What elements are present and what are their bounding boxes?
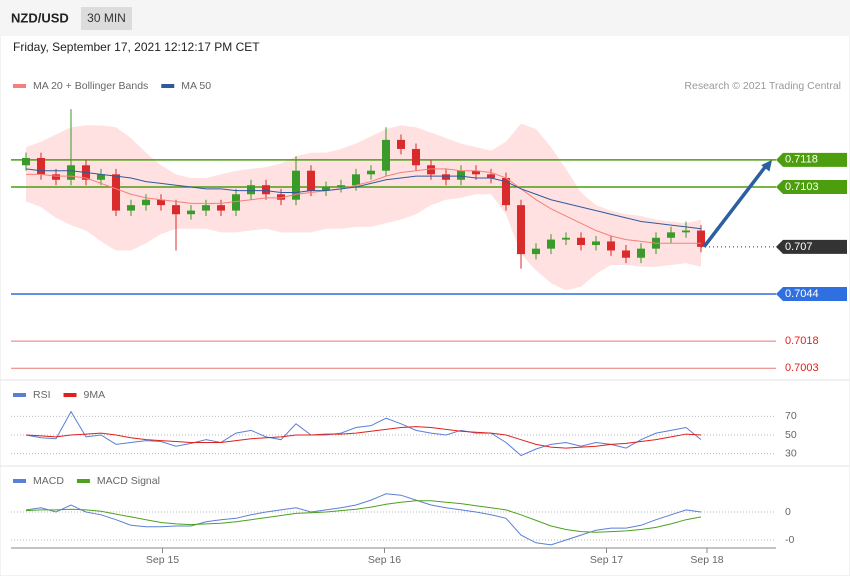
candle-body xyxy=(67,165,75,180)
level-label: 0.7044 xyxy=(785,288,819,300)
candle-body xyxy=(502,177,510,206)
interval[interactable]: 30 MIN xyxy=(87,11,126,25)
candle-body xyxy=(322,187,330,191)
series-line xyxy=(25,493,702,546)
candle-body xyxy=(112,174,120,211)
candle-body xyxy=(397,139,405,149)
symbol: NZD/USD xyxy=(11,10,69,25)
header-bar xyxy=(0,0,850,36)
candle-body xyxy=(697,230,705,247)
candle-body xyxy=(262,185,270,195)
series-line xyxy=(25,410,702,457)
y-tick-label: 30 xyxy=(785,447,797,459)
candle-body xyxy=(217,205,225,211)
legend-label: 9MA xyxy=(84,389,106,401)
candle-body xyxy=(442,174,450,180)
series-line xyxy=(25,168,702,230)
legend-swatch xyxy=(63,393,77,397)
level-tag xyxy=(776,152,847,167)
candle-body xyxy=(367,170,375,175)
candle-body xyxy=(667,232,675,238)
x-tick-label: Sep 16 xyxy=(368,554,401,566)
level-label: 0.7103 xyxy=(785,181,819,193)
y-tick-label: 0 xyxy=(785,506,791,518)
level-tag xyxy=(776,180,847,195)
candle-body xyxy=(337,185,345,188)
legend-swatch xyxy=(13,479,26,483)
candle-body xyxy=(517,205,525,255)
forecast-arrow xyxy=(702,164,768,248)
candle-body xyxy=(592,241,600,246)
level-label: 0.7118 xyxy=(785,154,818,166)
forecast-arrowhead xyxy=(761,159,772,172)
candle-body xyxy=(532,248,540,255)
y-tick-label: 70 xyxy=(785,410,797,422)
legend-label: MA 50 xyxy=(181,80,211,92)
level-label: 0.7018 xyxy=(785,335,819,347)
candle-body xyxy=(382,139,390,171)
timestamp: Friday, September 17, 2021 12:12:17 PM C… xyxy=(13,40,260,54)
candle-body xyxy=(352,174,360,186)
legend-swatch xyxy=(76,479,90,483)
legend-swatch xyxy=(13,84,26,88)
candle-body xyxy=(202,205,210,211)
candle-body xyxy=(487,174,495,178)
candle-body xyxy=(172,205,180,215)
candle-body xyxy=(622,250,630,258)
series-line xyxy=(25,426,702,449)
legend-swatch xyxy=(161,84,175,88)
legend-label: MA 20 + Bollinger Bands xyxy=(33,80,148,92)
candle-body xyxy=(187,210,195,215)
candle-body xyxy=(577,237,585,246)
x-tick-label: Sep 18 xyxy=(690,554,723,566)
candle-body xyxy=(307,170,315,191)
candle-body xyxy=(247,185,255,195)
candle-body xyxy=(97,174,105,180)
series-line xyxy=(26,168,701,244)
candle-body xyxy=(277,194,285,200)
legend-label: MACD Signal xyxy=(97,475,160,487)
candle-body xyxy=(547,239,555,249)
candle-body xyxy=(607,241,615,251)
candle-body xyxy=(232,194,240,211)
level-label: 0.707 xyxy=(785,241,813,253)
legend-label: RSI xyxy=(33,389,51,401)
candle-body xyxy=(457,170,465,180)
interval-box[interactable] xyxy=(81,7,132,30)
candle-body xyxy=(127,205,135,211)
level-tag xyxy=(776,286,847,301)
candle-body xyxy=(292,170,300,200)
candle-body xyxy=(682,230,690,233)
candle-body xyxy=(22,158,30,166)
candle-body xyxy=(37,158,45,175)
candle-body xyxy=(142,199,150,206)
bollinger-band xyxy=(26,123,701,291)
credit: Research © 2021 Trading Central xyxy=(684,80,841,92)
series-line xyxy=(25,500,702,533)
x-tick-label: Sep 15 xyxy=(146,554,179,566)
legend-swatch xyxy=(13,393,26,397)
candle-body xyxy=(637,248,645,258)
candle-body xyxy=(52,174,60,180)
candle-body xyxy=(472,170,480,175)
level-tag xyxy=(776,239,847,254)
legend-label: MACD xyxy=(33,475,64,487)
candle-body xyxy=(412,148,420,166)
y-tick-label: 50 xyxy=(785,429,797,441)
x-tick-label: Sep 17 xyxy=(590,554,623,566)
candle-body xyxy=(562,237,570,240)
candle-body xyxy=(427,165,435,175)
candle-body xyxy=(157,199,165,206)
level-label: 0.7003 xyxy=(785,362,819,374)
y-tick-label: -0 xyxy=(785,534,794,546)
